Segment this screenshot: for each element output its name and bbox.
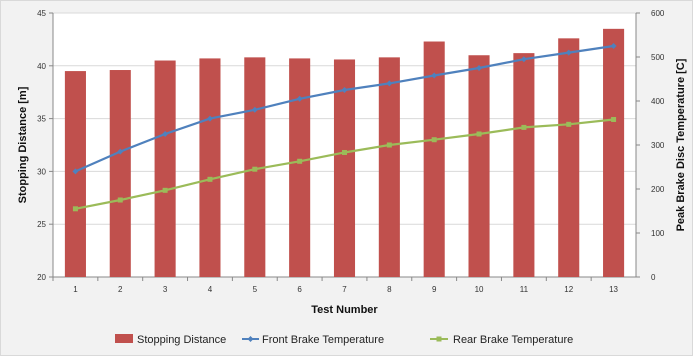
legend-label: Rear Brake Temperature: [453, 334, 573, 346]
data-point: [566, 121, 572, 127]
data-point: [342, 149, 347, 155]
y-tick-label: 40: [37, 62, 46, 71]
x-tick-label: 5: [253, 285, 258, 294]
data-point: [162, 187, 168, 193]
bar: [603, 28, 625, 278]
data-point: [297, 158, 303, 164]
bar: [558, 38, 580, 278]
data-point: [341, 87, 348, 93]
data-point: [610, 43, 617, 49]
x-tick-label: 13: [609, 285, 618, 294]
y-tick-label: 35: [37, 115, 46, 124]
x-axis-title: Test Number: [311, 304, 378, 316]
legend-label: Stopping Distance: [137, 334, 226, 346]
y-axis-title: Stopping Distance [m]: [17, 86, 29, 203]
data-point: [476, 65, 483, 71]
x-tick-label: 11: [520, 285, 529, 294]
data-point: [207, 176, 213, 182]
y-tick-label: 45: [37, 9, 46, 18]
x-tick-label: 12: [564, 285, 573, 294]
data-point: [520, 56, 527, 63]
data-point: [72, 206, 78, 212]
y2-tick-label: 400: [651, 97, 665, 106]
y2-tick-label: 500: [651, 53, 665, 62]
bar: [468, 55, 490, 277]
data-point: [252, 166, 258, 172]
y-tick-label: 25: [37, 220, 46, 229]
data-point: [296, 95, 303, 102]
data-point: [476, 131, 482, 137]
legend-swatch-bar: [115, 334, 133, 343]
y-tick-label: 20: [37, 273, 46, 282]
x-tick-label: 8: [387, 285, 392, 294]
data-point: [251, 106, 258, 113]
y2-tick-label: 0: [651, 273, 656, 282]
y2-axis-title: Peak Brake Disc Temperature [C]: [675, 58, 687, 231]
data-point: [117, 197, 123, 203]
data-point: [611, 116, 617, 122]
y2-tick-label: 200: [651, 185, 665, 194]
x-tick-label: 6: [297, 285, 302, 294]
bar: [423, 41, 445, 278]
bar: [154, 60, 176, 277]
bar: [199, 58, 221, 277]
y2-tick-label: 600: [651, 9, 665, 18]
bar: [513, 53, 535, 278]
data-point: [117, 148, 124, 155]
data-point: [565, 49, 572, 56]
x-tick-label: 3: [163, 285, 168, 294]
x-tick-label: 1: [73, 285, 78, 294]
y2-tick-label: 300: [651, 141, 665, 150]
x-tick-label: 2: [118, 285, 123, 294]
legend-marker: [247, 336, 254, 342]
data-point: [206, 115, 213, 122]
x-tick-label: 7: [342, 285, 347, 294]
data-point: [386, 142, 392, 148]
data-point: [431, 137, 437, 143]
data-point: [72, 168, 79, 175]
bar: [289, 58, 311, 277]
bar: [109, 70, 131, 277]
data-point: [431, 72, 438, 79]
x-tick-label: 9: [432, 285, 437, 294]
y-tick-label: 30: [37, 167, 46, 176]
bar: [378, 57, 400, 277]
data-point: [162, 131, 169, 137]
legend-marker: [436, 336, 442, 342]
data-point: [521, 124, 527, 130]
y2-tick-label: 100: [651, 229, 665, 238]
legend-label: Front Brake Temperature: [262, 334, 384, 346]
bar: [333, 59, 356, 277]
x-tick-label: 4: [208, 285, 213, 294]
x-tick-label: 10: [475, 285, 484, 294]
data-point: [386, 80, 393, 87]
